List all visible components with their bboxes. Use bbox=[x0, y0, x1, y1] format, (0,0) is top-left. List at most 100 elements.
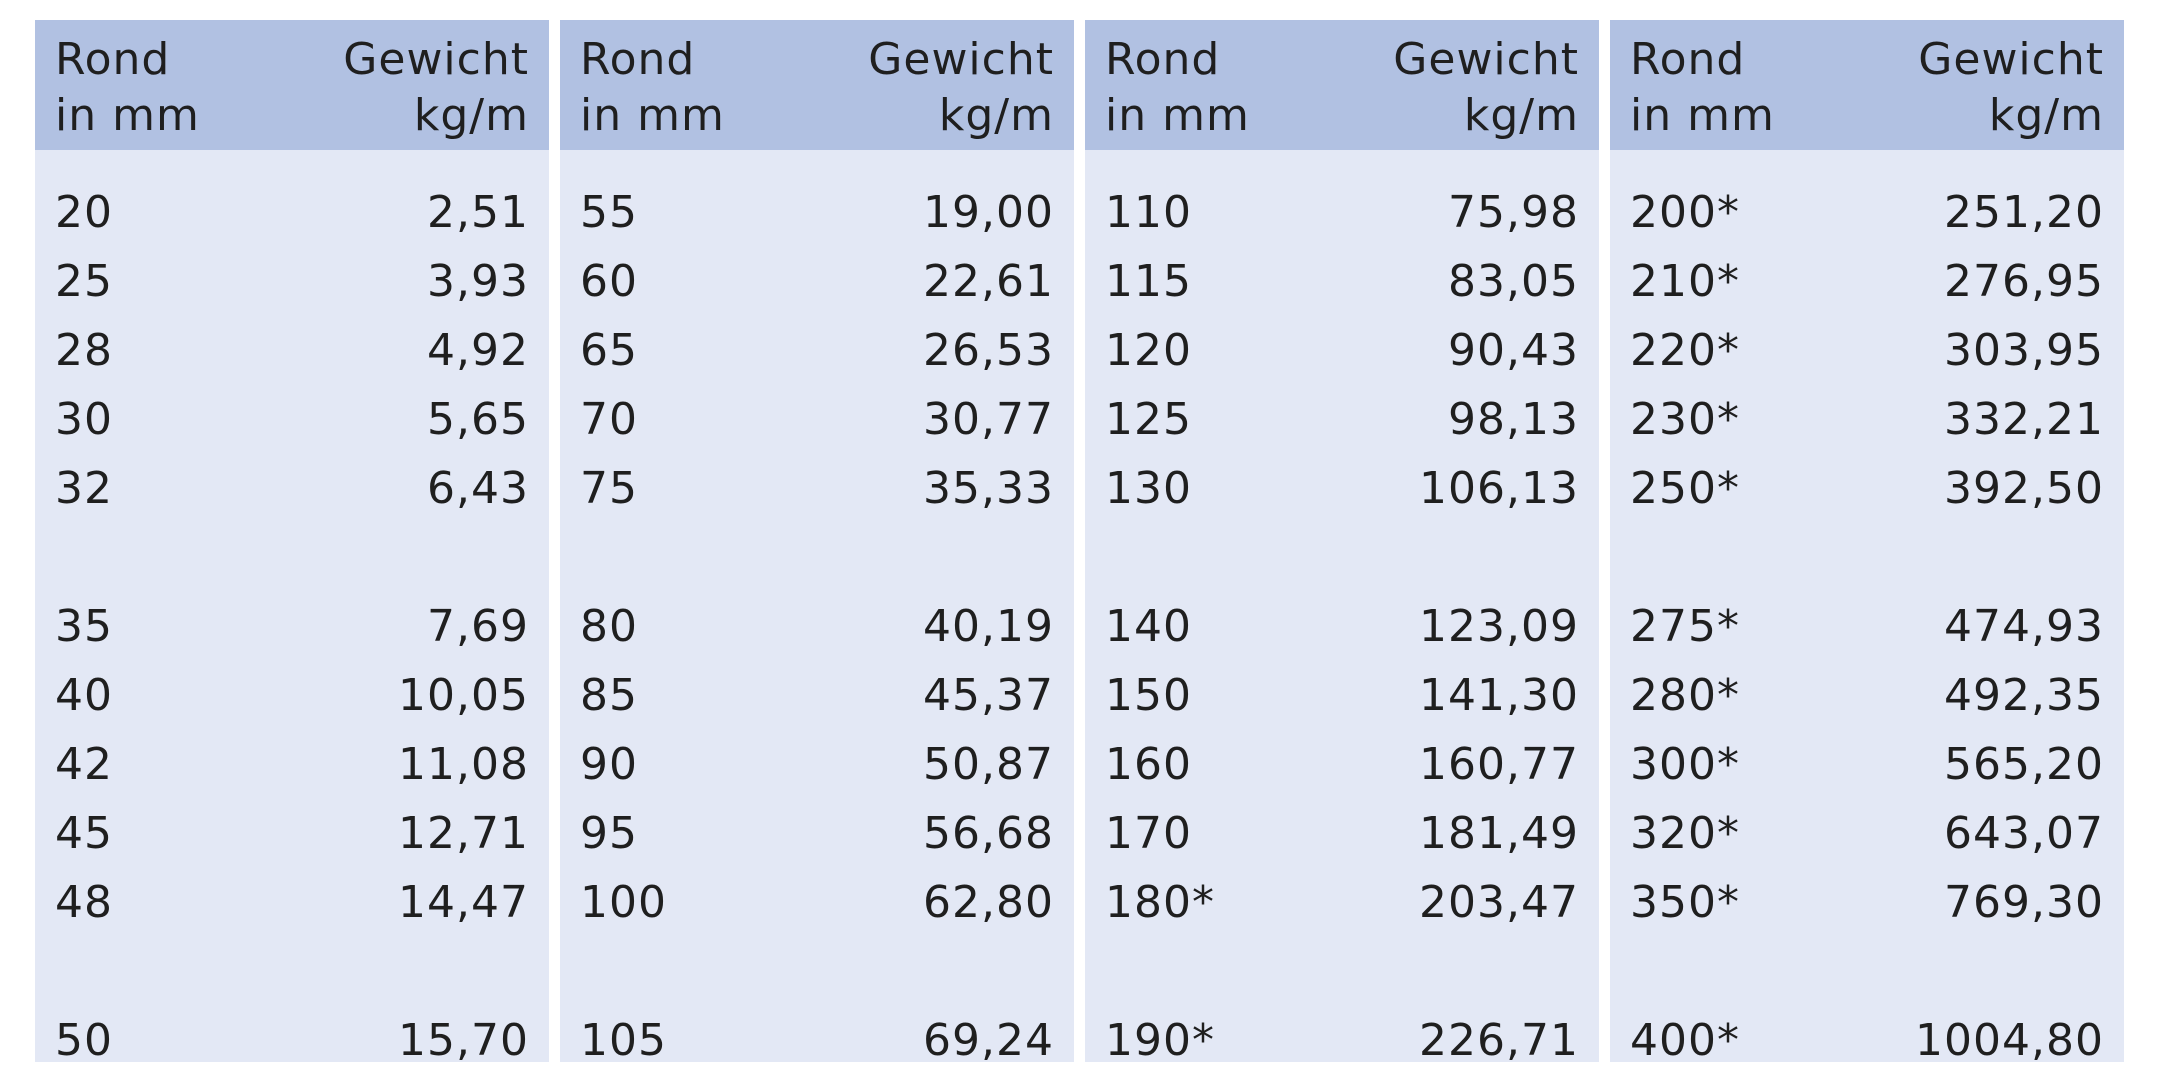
table-row: 125 98,13 bbox=[1085, 385, 1599, 454]
table-row: 80 40,19 bbox=[560, 592, 1074, 661]
weight-cell: 15,70 bbox=[398, 1015, 529, 1066]
table-row: 75 35,33 bbox=[560, 454, 1074, 523]
weight-cell: 62,80 bbox=[923, 877, 1054, 928]
weight-table: Rond in mm Gewicht kg/m 20 2,51 25 3,93 28 4,92 30… bbox=[35, 20, 2128, 1066]
header-weight-line2: kg/m bbox=[1988, 90, 2104, 141]
header-diameter: Rond in mm bbox=[580, 32, 725, 144]
table-row: 190* 226,71 bbox=[1085, 1006, 1599, 1075]
weight-cell: 392,50 bbox=[1944, 463, 2104, 514]
weight-cell: 26,53 bbox=[923, 325, 1054, 376]
diameter-cell: 125 bbox=[1105, 394, 1192, 445]
weight-cell: 2,51 bbox=[427, 187, 529, 238]
diameter-cell: 220* bbox=[1630, 325, 1740, 376]
weight-cell: 203,47 bbox=[1419, 877, 1579, 928]
table-row: 280* 492,35 bbox=[1610, 661, 2124, 730]
diameter-cell: 140 bbox=[1105, 601, 1192, 652]
diameter-cell: 95 bbox=[580, 808, 638, 859]
table-row: 60 22,61 bbox=[560, 247, 1074, 316]
header-weight: Gewicht kg/m bbox=[343, 32, 529, 144]
header-diameter-line2: in mm bbox=[55, 90, 200, 141]
diameter-cell: 280* bbox=[1630, 670, 1740, 721]
table-row: 210* 276,95 bbox=[1610, 247, 2124, 316]
weight-cell: 251,20 bbox=[1944, 187, 2104, 238]
table-row: 170 181,49 bbox=[1085, 799, 1599, 868]
table-row: 220* 303,95 bbox=[1610, 316, 2124, 385]
table-row: 90 50,87 bbox=[560, 730, 1074, 799]
weight-cell: 106,13 bbox=[1419, 463, 1579, 514]
diameter-cell: 35 bbox=[55, 601, 113, 652]
footnote-cropped bbox=[0, 1066, 700, 1082]
diameter-cell: 400* bbox=[1630, 1015, 1740, 1066]
weight-cell: 75,98 bbox=[1448, 187, 1579, 238]
header-weight-line1: Gewicht bbox=[868, 34, 1054, 85]
weight-cell: 83,05 bbox=[1448, 256, 1579, 307]
header-weight: Gewicht kg/m bbox=[1918, 32, 2104, 144]
diameter-cell: 115 bbox=[1105, 256, 1192, 307]
table-row: 110 75,98 bbox=[1085, 178, 1599, 247]
diameter-cell: 70 bbox=[580, 394, 638, 445]
diameter-cell: 120 bbox=[1105, 325, 1192, 376]
table-row: 42 11,08 bbox=[35, 730, 549, 799]
diameter-cell: 300* bbox=[1630, 739, 1740, 790]
diameter-cell: 320* bbox=[1630, 808, 1740, 859]
weight-cell: 332,21 bbox=[1944, 394, 2104, 445]
diameter-cell: 160 bbox=[1105, 739, 1192, 790]
weight-cell: 56,68 bbox=[923, 808, 1054, 859]
diameter-cell: 65 bbox=[580, 325, 638, 376]
weight-cell: 4,92 bbox=[427, 325, 529, 376]
weight-cell: 5,65 bbox=[427, 394, 529, 445]
weight-cell: 181,49 bbox=[1419, 808, 1579, 859]
diameter-cell: 42 bbox=[55, 739, 113, 790]
header-weight-line2: kg/m bbox=[413, 90, 529, 141]
table-row: 320* 643,07 bbox=[1610, 799, 2124, 868]
table-row: 150 141,30 bbox=[1085, 661, 1599, 730]
header-weight-line1: Gewicht bbox=[1393, 34, 1579, 85]
diameter-cell: 250* bbox=[1630, 463, 1740, 514]
table-row: 20 2,51 bbox=[35, 178, 549, 247]
weight-cell: 69,24 bbox=[923, 1015, 1054, 1066]
weight-cell: 98,13 bbox=[1448, 394, 1579, 445]
diameter-cell: 180* bbox=[1105, 877, 1215, 928]
header-diameter: Rond in mm bbox=[1105, 32, 1250, 144]
header-weight-line1: Gewicht bbox=[1918, 34, 2104, 85]
weight-cell: 276,95 bbox=[1944, 256, 2104, 307]
weight-cell: 769,30 bbox=[1944, 877, 2104, 928]
table-row: 35 7,69 bbox=[35, 592, 549, 661]
diameter-cell: 28 bbox=[55, 325, 113, 376]
table-column-panel: Rond in mm Gewicht kg/m 20 2,51 25 3,93 28 4,92 30… bbox=[35, 20, 549, 1066]
table-row: 180* 203,47 bbox=[1085, 868, 1599, 937]
header-weight-line2: kg/m bbox=[938, 90, 1054, 141]
header-diameter: Rond in mm bbox=[1630, 32, 1775, 144]
weight-cell: 7,69 bbox=[427, 601, 529, 652]
table-row: 250* 392,50 bbox=[1610, 454, 2124, 523]
header-diameter-line1: Rond bbox=[580, 34, 696, 85]
table-row: 200* 251,20 bbox=[1610, 178, 2124, 247]
header-weight: Gewicht kg/m bbox=[868, 32, 1054, 144]
table-row: 105 69,24 bbox=[560, 1006, 1074, 1075]
diameter-cell: 110 bbox=[1105, 187, 1192, 238]
diameter-cell: 55 bbox=[580, 187, 638, 238]
table-row: 300* 565,20 bbox=[1610, 730, 2124, 799]
weight-cell: 1004,80 bbox=[1915, 1015, 2104, 1066]
diameter-cell: 30 bbox=[55, 394, 113, 445]
diameter-cell: 75 bbox=[580, 463, 638, 514]
weight-cell: 492,35 bbox=[1944, 670, 2104, 721]
header-diameter-line1: Rond bbox=[55, 34, 171, 85]
diameter-cell: 275* bbox=[1630, 601, 1740, 652]
column-header: Rond in mm Gewicht kg/m bbox=[1085, 20, 1599, 150]
weight-cell: 35,33 bbox=[923, 463, 1054, 514]
header-weight: Gewicht kg/m bbox=[1393, 32, 1579, 144]
diameter-cell: 50 bbox=[55, 1015, 113, 1066]
diameter-cell: 100 bbox=[580, 877, 667, 928]
header-weight-line1: Gewicht bbox=[343, 34, 529, 85]
weight-cell: 11,08 bbox=[398, 739, 529, 790]
weight-cell: 474,93 bbox=[1944, 601, 2104, 652]
table-column-panel: Rond in mm Gewicht kg/m 110 75,98 115 83,05 120 9… bbox=[1085, 20, 1599, 1066]
table-row: 120 90,43 bbox=[1085, 316, 1599, 385]
diameter-cell: 85 bbox=[580, 670, 638, 721]
weight-cell: 50,87 bbox=[923, 739, 1054, 790]
weight-cell: 303,95 bbox=[1944, 325, 2104, 376]
diameter-cell: 60 bbox=[580, 256, 638, 307]
column-header: Rond in mm Gewicht kg/m bbox=[35, 20, 549, 150]
table-row: 230* 332,21 bbox=[1610, 385, 2124, 454]
